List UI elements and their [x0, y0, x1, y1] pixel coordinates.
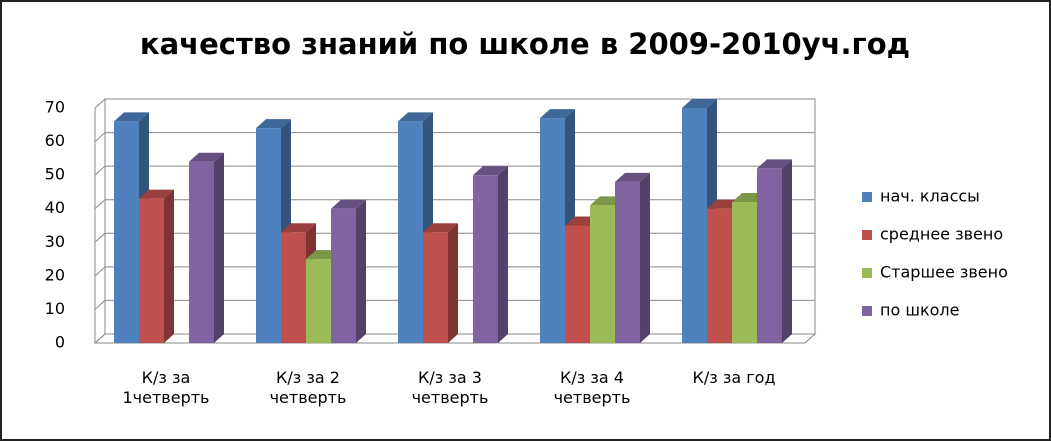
legend-swatch: [862, 192, 872, 202]
bar: [331, 208, 356, 343]
bar: [423, 232, 448, 343]
grid-line-side: [94, 266, 106, 277]
bar-top: [540, 109, 575, 119]
chart-title: качество знаний по школе в 2009-2010уч.г…: [140, 27, 910, 61]
bar-top: [139, 189, 174, 199]
y-tick-label: 40: [45, 198, 65, 217]
bar-top: [682, 99, 717, 108]
bar-side: [214, 152, 224, 343]
y-tick-label: 20: [45, 265, 65, 284]
y-tick-label: 50: [45, 165, 65, 184]
bar-top: [256, 119, 291, 129]
x-tick-label: К/з за 4 четверть: [553, 368, 631, 407]
legend-swatch: [862, 306, 872, 316]
bar-side: [356, 199, 366, 343]
legend-label: нач. классы: [880, 187, 980, 206]
bar: [139, 198, 164, 343]
bar: [757, 168, 782, 343]
bar-top: [473, 166, 508, 176]
bar: [707, 208, 732, 343]
bar-top: [615, 172, 650, 182]
bar: [473, 175, 498, 343]
bar-side: [498, 166, 508, 343]
legend-swatch: [862, 230, 872, 240]
bar-top: [331, 199, 366, 209]
bar: [306, 259, 331, 343]
y-tick-label: 0: [55, 333, 65, 352]
grid-line-side: [94, 132, 106, 142]
x-tick-label: К/з за 3 четверть: [411, 368, 489, 407]
bar: [281, 232, 306, 343]
x-tick-label: К/з за год: [692, 368, 776, 387]
bar-top: [114, 112, 149, 122]
bar: [565, 225, 590, 343]
legend-swatch: [862, 268, 872, 278]
bar: [615, 181, 640, 343]
legend-label: по школе: [880, 301, 960, 320]
bar: [189, 161, 214, 343]
bar: [682, 108, 707, 343]
x-tick-label: К/з за 1четверть: [122, 368, 210, 407]
bar-top: [281, 223, 316, 233]
grid-line-side: [94, 165, 106, 176]
grid-line-side: [94, 232, 106, 243]
bar: [732, 202, 757, 343]
legend-label: среднее звено: [880, 225, 1003, 244]
bar: [114, 121, 139, 343]
legend-label: Старшее звено: [880, 263, 1008, 282]
y-tick-label: 70: [45, 98, 65, 117]
bar: [256, 128, 281, 343]
y-tick-label: 10: [45, 299, 65, 318]
bar-top: [757, 159, 792, 169]
bar: [590, 205, 615, 343]
bar: [398, 121, 423, 343]
y-tick-label: 60: [45, 131, 65, 150]
bar-side: [782, 159, 792, 343]
bar: [540, 118, 565, 343]
bar-top: [398, 112, 433, 122]
grid-line-side: [94, 333, 106, 344]
bar-side: [640, 172, 650, 343]
bar-side: [448, 223, 458, 343]
grid-line-side: [94, 300, 106, 310]
grid-line-side: [94, 98, 106, 109]
x-tick-label: К/з за 2 четверть: [269, 368, 347, 407]
bar-side: [164, 189, 174, 343]
y-tick-label: 30: [45, 232, 65, 251]
bar-top: [423, 223, 458, 233]
grid-line-side: [94, 199, 106, 210]
bar-top: [189, 152, 224, 162]
